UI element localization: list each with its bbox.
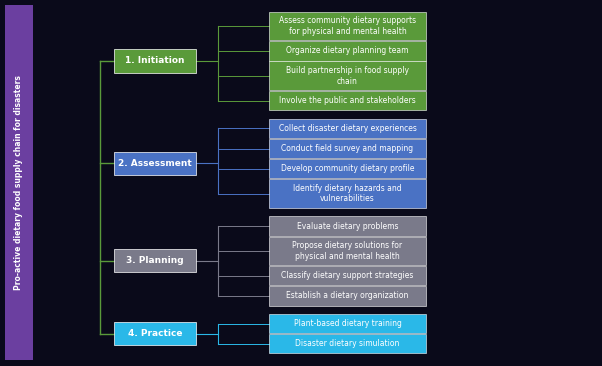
Text: Establish a dietary organization: Establish a dietary organization xyxy=(287,291,409,300)
FancyBboxPatch shape xyxy=(114,322,196,345)
FancyBboxPatch shape xyxy=(269,139,426,158)
FancyBboxPatch shape xyxy=(269,286,426,306)
Text: 2. Assessment: 2. Assessment xyxy=(118,159,192,168)
FancyBboxPatch shape xyxy=(5,5,33,360)
Text: Classify dietary support strategies: Classify dietary support strategies xyxy=(281,271,414,280)
Text: Pro-active dietary food supply chain for disasters: Pro-active dietary food supply chain for… xyxy=(14,75,23,290)
FancyBboxPatch shape xyxy=(269,179,426,208)
FancyBboxPatch shape xyxy=(114,152,196,175)
Text: Conduct field survey and mapping: Conduct field survey and mapping xyxy=(282,144,414,153)
Text: 3. Planning: 3. Planning xyxy=(126,257,184,265)
FancyBboxPatch shape xyxy=(269,119,426,138)
FancyBboxPatch shape xyxy=(114,49,196,72)
FancyBboxPatch shape xyxy=(269,216,426,236)
FancyBboxPatch shape xyxy=(114,250,196,273)
Text: Organize dietary planning team: Organize dietary planning team xyxy=(286,46,409,55)
Text: Identify dietary hazards and
vulnerabilities: Identify dietary hazards and vulnerabili… xyxy=(293,184,402,203)
FancyBboxPatch shape xyxy=(269,236,426,265)
Text: Disaster dietary simulation: Disaster dietary simulation xyxy=(296,339,400,348)
FancyBboxPatch shape xyxy=(269,61,426,90)
Text: Evaluate dietary problems: Evaluate dietary problems xyxy=(297,221,399,231)
Text: Propose dietary solutions for
physical and mental health: Propose dietary solutions for physical a… xyxy=(293,241,403,261)
Text: 1. Initiation: 1. Initiation xyxy=(125,56,185,66)
FancyBboxPatch shape xyxy=(269,266,426,285)
Text: Collect disaster dietary experiences: Collect disaster dietary experiences xyxy=(279,124,417,133)
FancyBboxPatch shape xyxy=(269,12,426,41)
Text: Build partnership in food supply
chain: Build partnership in food supply chain xyxy=(286,66,409,86)
Text: Assess community dietary supports
for physical and mental health: Assess community dietary supports for ph… xyxy=(279,16,416,36)
FancyBboxPatch shape xyxy=(269,334,426,353)
FancyBboxPatch shape xyxy=(269,91,426,110)
FancyBboxPatch shape xyxy=(269,314,426,333)
Text: 4. Practice: 4. Practice xyxy=(128,329,182,338)
Text: Develop community dietary profile: Develop community dietary profile xyxy=(281,164,414,173)
FancyBboxPatch shape xyxy=(269,159,426,178)
Text: Involve the public and stakeholders: Involve the public and stakeholders xyxy=(279,96,416,105)
FancyBboxPatch shape xyxy=(269,41,426,60)
Text: Plant-based dietary training: Plant-based dietary training xyxy=(294,319,402,328)
